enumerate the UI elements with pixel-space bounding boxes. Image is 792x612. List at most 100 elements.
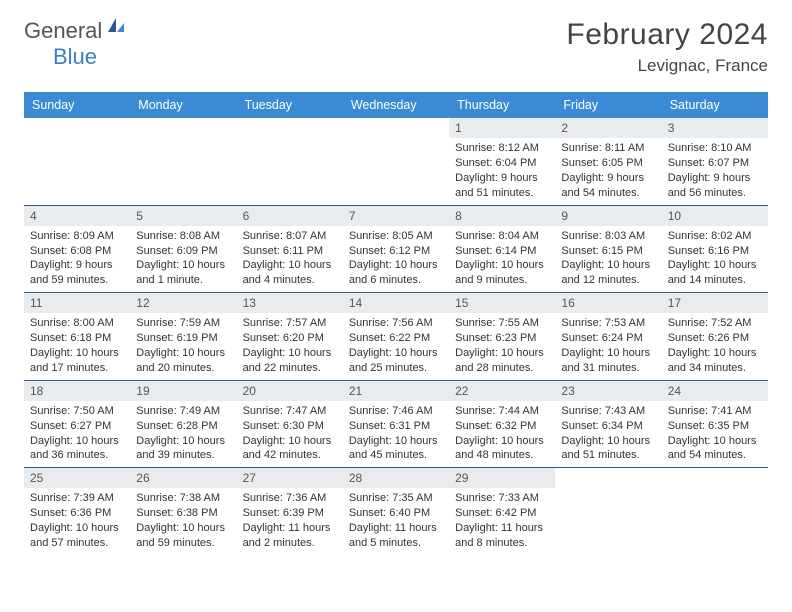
calendar-cell: 26Sunrise: 7:38 AMSunset: 6:38 PMDayligh…: [130, 468, 236, 555]
day-number: 1: [449, 118, 555, 138]
calendar-cell: 18Sunrise: 7:50 AMSunset: 6:27 PMDayligh…: [24, 380, 130, 468]
brand-logo: General: [24, 18, 126, 44]
day-details: Sunrise: 7:56 AMSunset: 6:22 PMDaylight:…: [343, 313, 449, 379]
calendar-cell: 23Sunrise: 7:43 AMSunset: 6:34 PMDayligh…: [555, 380, 661, 468]
day-number: 7: [343, 206, 449, 226]
day-details: Sunrise: 8:00 AMSunset: 6:18 PMDaylight:…: [24, 313, 130, 379]
calendar-row: 11Sunrise: 8:00 AMSunset: 6:18 PMDayligh…: [24, 293, 768, 381]
calendar-cell: 4Sunrise: 8:09 AMSunset: 6:08 PMDaylight…: [24, 205, 130, 293]
calendar-cell: 8Sunrise: 8:04 AMSunset: 6:14 PMDaylight…: [449, 205, 555, 293]
calendar-cell: [555, 468, 661, 555]
day-details: Sunrise: 8:09 AMSunset: 6:08 PMDaylight:…: [24, 226, 130, 292]
day-details: Sunrise: 8:07 AMSunset: 6:11 PMDaylight:…: [237, 226, 343, 292]
day-number: 19: [130, 381, 236, 401]
day-number: 24: [662, 381, 768, 401]
day-number: 3: [662, 118, 768, 138]
calendar-body: 1Sunrise: 8:12 AMSunset: 6:04 PMDaylight…: [24, 118, 768, 555]
calendar-row: 25Sunrise: 7:39 AMSunset: 6:36 PMDayligh…: [24, 468, 768, 555]
header: General February 2024 Levignac, France: [24, 18, 768, 76]
calendar-cell: 6Sunrise: 8:07 AMSunset: 6:11 PMDaylight…: [237, 205, 343, 293]
calendar-cell: 27Sunrise: 7:36 AMSunset: 6:39 PMDayligh…: [237, 468, 343, 555]
day-number: 23: [555, 381, 661, 401]
weekday-header: Tuesday: [237, 92, 343, 118]
day-details: Sunrise: 8:04 AMSunset: 6:14 PMDaylight:…: [449, 226, 555, 292]
day-number: 29: [449, 468, 555, 488]
calendar-cell: 1Sunrise: 8:12 AMSunset: 6:04 PMDaylight…: [449, 118, 555, 205]
calendar-cell: [130, 118, 236, 205]
calendar-cell: 11Sunrise: 8:00 AMSunset: 6:18 PMDayligh…: [24, 293, 130, 381]
brand-part2-wrap: Blue: [52, 44, 97, 70]
calendar-cell: 3Sunrise: 8:10 AMSunset: 6:07 PMDaylight…: [662, 118, 768, 205]
calendar-cell: 2Sunrise: 8:11 AMSunset: 6:05 PMDaylight…: [555, 118, 661, 205]
calendar-cell: 7Sunrise: 8:05 AMSunset: 6:12 PMDaylight…: [343, 205, 449, 293]
day-details: Sunrise: 7:53 AMSunset: 6:24 PMDaylight:…: [555, 313, 661, 379]
day-number: 17: [662, 293, 768, 313]
calendar-row: 18Sunrise: 7:50 AMSunset: 6:27 PMDayligh…: [24, 380, 768, 468]
calendar-cell: 12Sunrise: 7:59 AMSunset: 6:19 PMDayligh…: [130, 293, 236, 381]
weekday-header: Saturday: [662, 92, 768, 118]
weekday-header: Monday: [130, 92, 236, 118]
calendar-cell: [662, 468, 768, 555]
day-details: Sunrise: 7:41 AMSunset: 6:35 PMDaylight:…: [662, 401, 768, 467]
calendar-cell: 10Sunrise: 8:02 AMSunset: 6:16 PMDayligh…: [662, 205, 768, 293]
calendar-cell: 9Sunrise: 8:03 AMSunset: 6:15 PMDaylight…: [555, 205, 661, 293]
calendar-cell: 19Sunrise: 7:49 AMSunset: 6:28 PMDayligh…: [130, 380, 236, 468]
day-number: 5: [130, 206, 236, 226]
day-details: Sunrise: 8:02 AMSunset: 6:16 PMDaylight:…: [662, 226, 768, 292]
day-number: 20: [237, 381, 343, 401]
title-block: February 2024 Levignac, France: [566, 18, 768, 76]
day-details: Sunrise: 7:57 AMSunset: 6:20 PMDaylight:…: [237, 313, 343, 379]
sail-icon: [106, 16, 126, 39]
calendar-table: SundayMondayTuesdayWednesdayThursdayFrid…: [24, 92, 768, 555]
calendar-cell: [343, 118, 449, 205]
day-number: 9: [555, 206, 661, 226]
day-details: Sunrise: 7:49 AMSunset: 6:28 PMDaylight:…: [130, 401, 236, 467]
day-details: Sunrise: 7:55 AMSunset: 6:23 PMDaylight:…: [449, 313, 555, 379]
day-number: 2: [555, 118, 661, 138]
day-details: Sunrise: 7:33 AMSunset: 6:42 PMDaylight:…: [449, 488, 555, 554]
day-number: 22: [449, 381, 555, 401]
day-details: Sunrise: 7:38 AMSunset: 6:38 PMDaylight:…: [130, 488, 236, 554]
weekday-header: Friday: [555, 92, 661, 118]
weekday-header: Sunday: [24, 92, 130, 118]
day-details: Sunrise: 7:43 AMSunset: 6:34 PMDaylight:…: [555, 401, 661, 467]
day-details: Sunrise: 7:50 AMSunset: 6:27 PMDaylight:…: [24, 401, 130, 467]
day-number: 12: [130, 293, 236, 313]
calendar-cell: [24, 118, 130, 205]
day-details: Sunrise: 8:11 AMSunset: 6:05 PMDaylight:…: [555, 138, 661, 204]
calendar-row: 1Sunrise: 8:12 AMSunset: 6:04 PMDaylight…: [24, 118, 768, 205]
brand-part1: General: [24, 18, 102, 44]
day-number: 6: [237, 206, 343, 226]
day-number: 10: [662, 206, 768, 226]
day-number: 11: [24, 293, 130, 313]
day-details: Sunrise: 7:36 AMSunset: 6:39 PMDaylight:…: [237, 488, 343, 554]
day-number: 18: [24, 381, 130, 401]
day-details: Sunrise: 7:52 AMSunset: 6:26 PMDaylight:…: [662, 313, 768, 379]
calendar-cell: 21Sunrise: 7:46 AMSunset: 6:31 PMDayligh…: [343, 380, 449, 468]
day-details: Sunrise: 7:44 AMSunset: 6:32 PMDaylight:…: [449, 401, 555, 467]
day-details: Sunrise: 8:08 AMSunset: 6:09 PMDaylight:…: [130, 226, 236, 292]
day-number: 28: [343, 468, 449, 488]
calendar-cell: 16Sunrise: 7:53 AMSunset: 6:24 PMDayligh…: [555, 293, 661, 381]
day-details: Sunrise: 7:59 AMSunset: 6:19 PMDaylight:…: [130, 313, 236, 379]
calendar-head: SundayMondayTuesdayWednesdayThursdayFrid…: [24, 92, 768, 118]
day-number: 4: [24, 206, 130, 226]
location: Levignac, France: [566, 56, 768, 76]
calendar-cell: [237, 118, 343, 205]
calendar-cell: 22Sunrise: 7:44 AMSunset: 6:32 PMDayligh…: [449, 380, 555, 468]
calendar-cell: 24Sunrise: 7:41 AMSunset: 6:35 PMDayligh…: [662, 380, 768, 468]
day-details: Sunrise: 7:39 AMSunset: 6:36 PMDaylight:…: [24, 488, 130, 554]
day-details: Sunrise: 8:03 AMSunset: 6:15 PMDaylight:…: [555, 226, 661, 292]
day-number: 25: [24, 468, 130, 488]
day-number: 21: [343, 381, 449, 401]
page-title: February 2024: [566, 18, 768, 52]
day-number: 8: [449, 206, 555, 226]
brand-part2: Blue: [53, 44, 97, 69]
day-number: 27: [237, 468, 343, 488]
day-details: Sunrise: 8:12 AMSunset: 6:04 PMDaylight:…: [449, 138, 555, 204]
day-number: 13: [237, 293, 343, 313]
day-number: 26: [130, 468, 236, 488]
calendar-cell: 29Sunrise: 7:33 AMSunset: 6:42 PMDayligh…: [449, 468, 555, 555]
calendar-cell: 15Sunrise: 7:55 AMSunset: 6:23 PMDayligh…: [449, 293, 555, 381]
day-number: 15: [449, 293, 555, 313]
